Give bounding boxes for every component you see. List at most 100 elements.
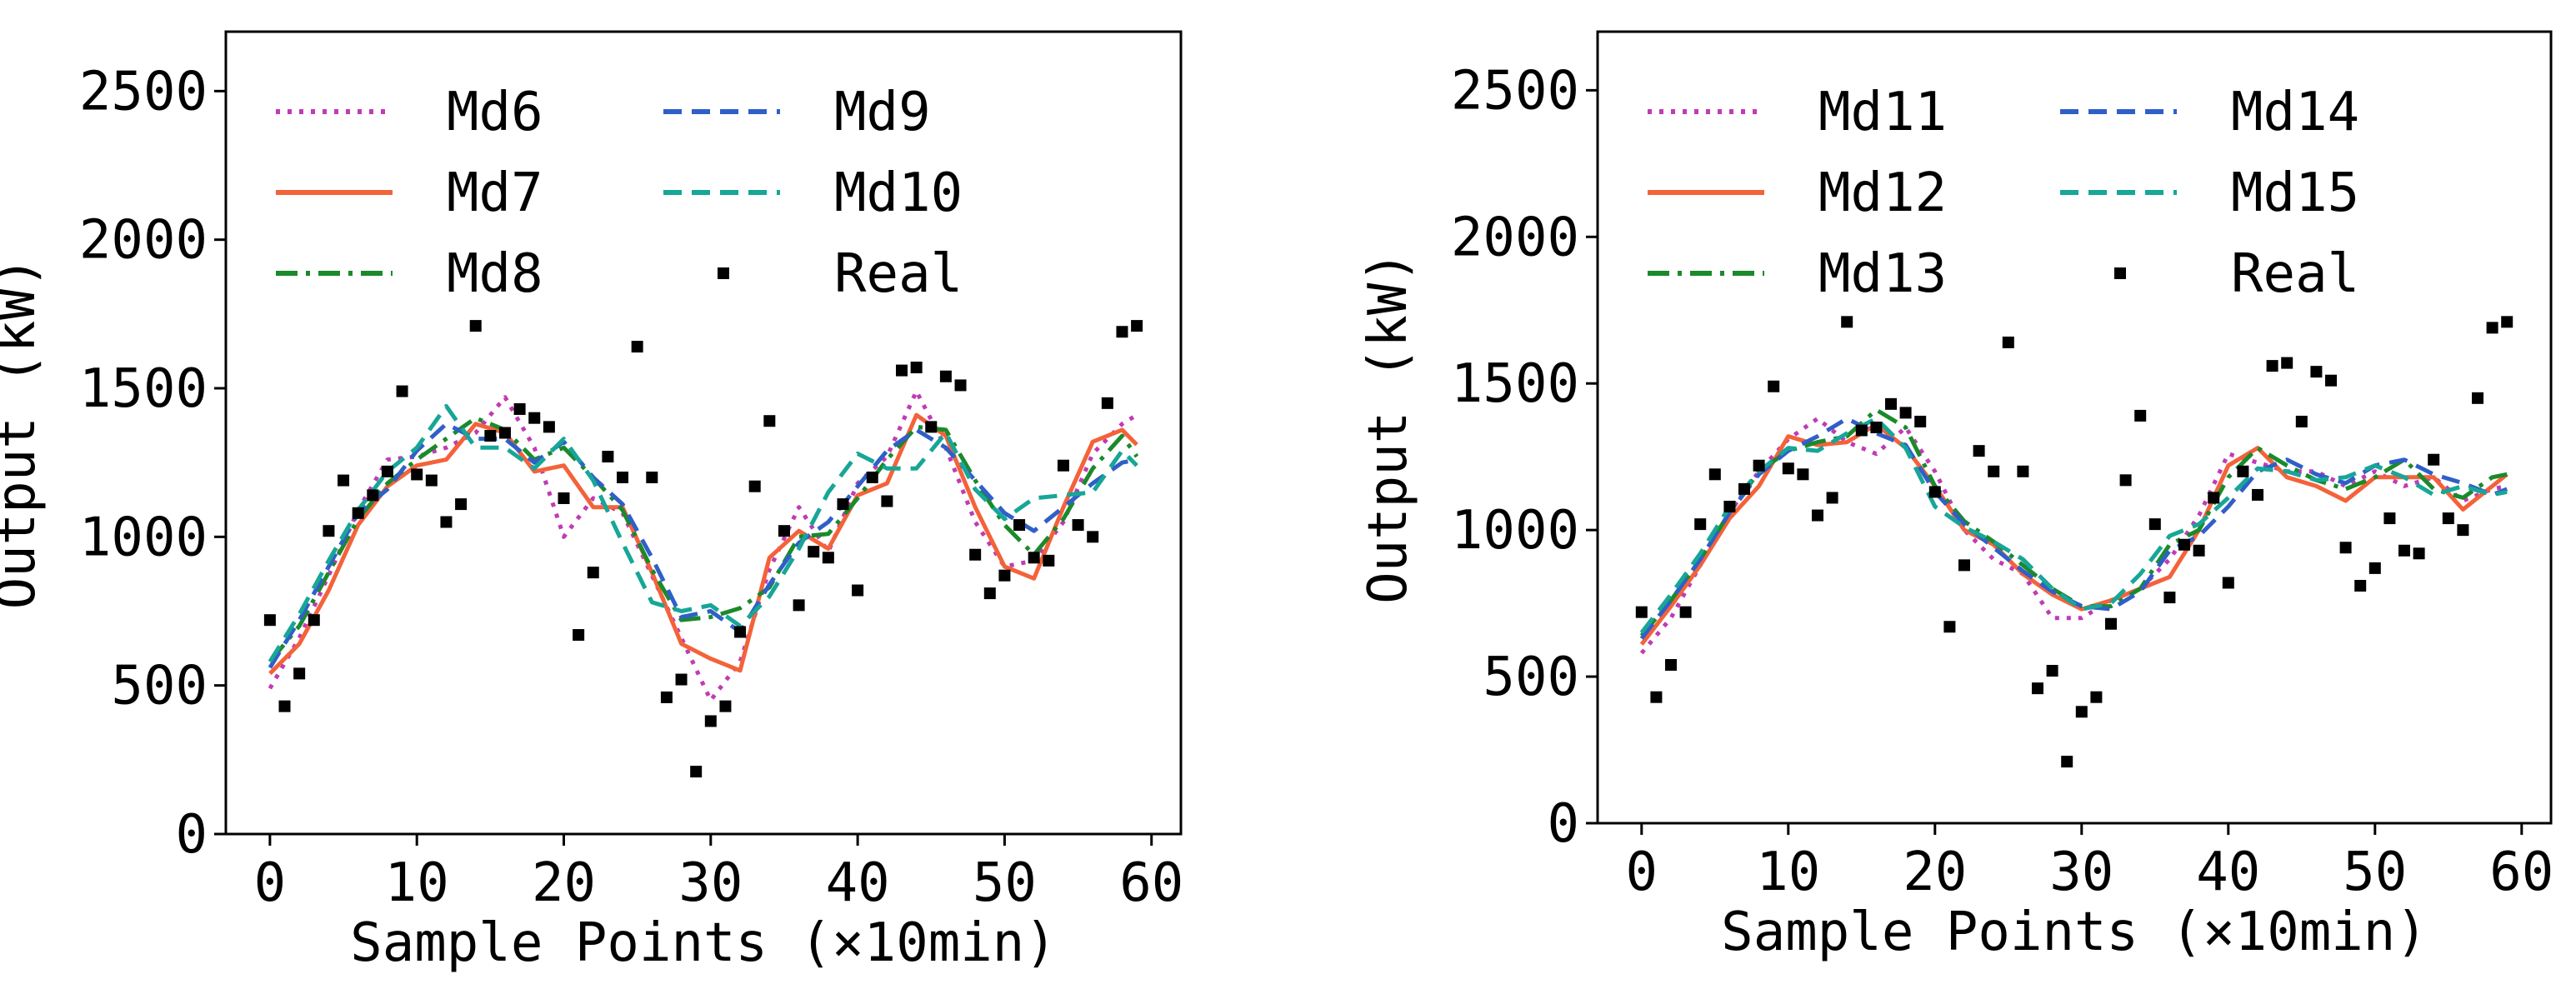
real-data-point [1753,459,1765,472]
x-tick-label: 30 [2049,842,2113,903]
x-tick-label: 0 [254,852,287,914]
real-data-point [925,421,938,433]
real-data-point [690,766,703,778]
real-data-point [1043,554,1055,567]
y-tick-label: 1000 [1451,500,1579,562]
real-data-point [1782,462,1794,475]
real-data-point [1943,621,1956,633]
real-data-point [2339,542,2352,554]
real-data-point [2193,544,2205,557]
real-data-point [587,567,599,579]
real-data-point [1101,397,1113,409]
legend-label-md8: Md8 [447,243,543,305]
real-data-point [896,364,908,377]
real-data-point [1973,445,1985,457]
real-data-point [660,691,673,703]
real-data-point [2354,580,2367,592]
series-line-md10 [268,403,1138,663]
real-data-point [969,548,982,561]
real-data-point [1870,422,1883,433]
real-data-point [1708,468,1721,481]
real-data-point [293,667,306,680]
real-data-point [763,415,776,427]
real-data-point [1723,501,1736,512]
series-line-md15 [1639,416,2508,634]
real-data-point [1841,316,1853,328]
series-line-md13 [1639,407,2508,637]
x-tick-label: 0 [1626,842,1658,903]
x-tick-label: 50 [973,852,1037,914]
real-data-point [2237,465,2249,477]
real-data-point [2222,577,2234,589]
real-data-point [1928,486,1941,498]
real-data-point [1899,407,1912,419]
series-line-md8 [268,416,1139,663]
legend-label-md11: Md11 [1818,82,1947,143]
x-tick-label: 60 [1119,852,1183,914]
real-data-point [484,430,497,442]
real-data-point [2075,706,2088,718]
legend-label-md6: Md6 [447,82,543,143]
real-data-point [1812,509,1823,522]
series-line-md7 [268,412,1138,676]
real-data-point [1855,424,1868,437]
real-data-point [2046,665,2058,677]
y-tick-label: 0 [1547,793,1579,855]
y-tick-label: 1500 [79,358,208,420]
legend-label-real: Real [834,243,963,305]
x-tick-label: 20 [532,852,596,914]
real-data-point [338,474,350,487]
real-data-point [2486,322,2498,334]
real-data-point [425,474,438,487]
real-data-point [1679,606,1692,618]
x-tick-label: 30 [678,852,743,914]
real-data-point [2178,538,2190,551]
real-data-point [440,516,453,528]
real-data-point [1057,459,1069,472]
real-data-point [308,614,320,627]
real-data-point [1013,519,1026,532]
real-data-point [558,492,570,504]
x-tick-label: 10 [1756,842,1820,903]
real-data-point [1738,482,1750,495]
series-line-md9 [268,422,1138,669]
real-data-point [1116,326,1128,338]
real-data-point [631,341,643,353]
real-data-point [1072,519,1084,532]
y-tick-label: 0 [175,804,208,866]
real-data-point [323,525,335,537]
y-tick-label: 2500 [1451,60,1579,122]
real-data-point [983,587,996,600]
real-data-point [2368,562,2381,574]
real-data-point [1087,531,1099,543]
real-data-point [2266,360,2278,372]
real-data-point [2090,691,2103,703]
real-data-point [793,599,805,612]
real-data-point [866,472,878,483]
real-data-point [1028,552,1040,564]
y-tick-label: 2000 [1451,207,1579,268]
real-data-point [2017,465,2029,477]
real-data-point [2134,409,2147,422]
real-data-point [719,700,732,712]
real-data-point [469,320,482,332]
real-data-point [1885,397,1897,410]
y-axis-label: Output (kW) [0,257,48,610]
legend-label-md7: Md7 [447,162,543,224]
plot-frame [1596,30,2553,825]
real-data-point [367,489,379,502]
y-tick-label: 2000 [79,210,208,272]
real-data-point [954,379,967,392]
real-data-point [396,385,408,397]
real-data-point [2472,392,2483,404]
real-data-point [2442,512,2454,525]
legend-label-md13: Md13 [1818,243,1947,305]
real-data-point [2398,544,2410,557]
real-data-point [2457,524,2469,537]
real-data-point [2148,518,2161,531]
real-data-point [939,370,952,382]
y-tick-label: 500 [1483,647,1579,708]
real-data-point [381,465,393,477]
real-data-point [1958,559,1970,572]
y-tick-label: 500 [111,656,208,717]
